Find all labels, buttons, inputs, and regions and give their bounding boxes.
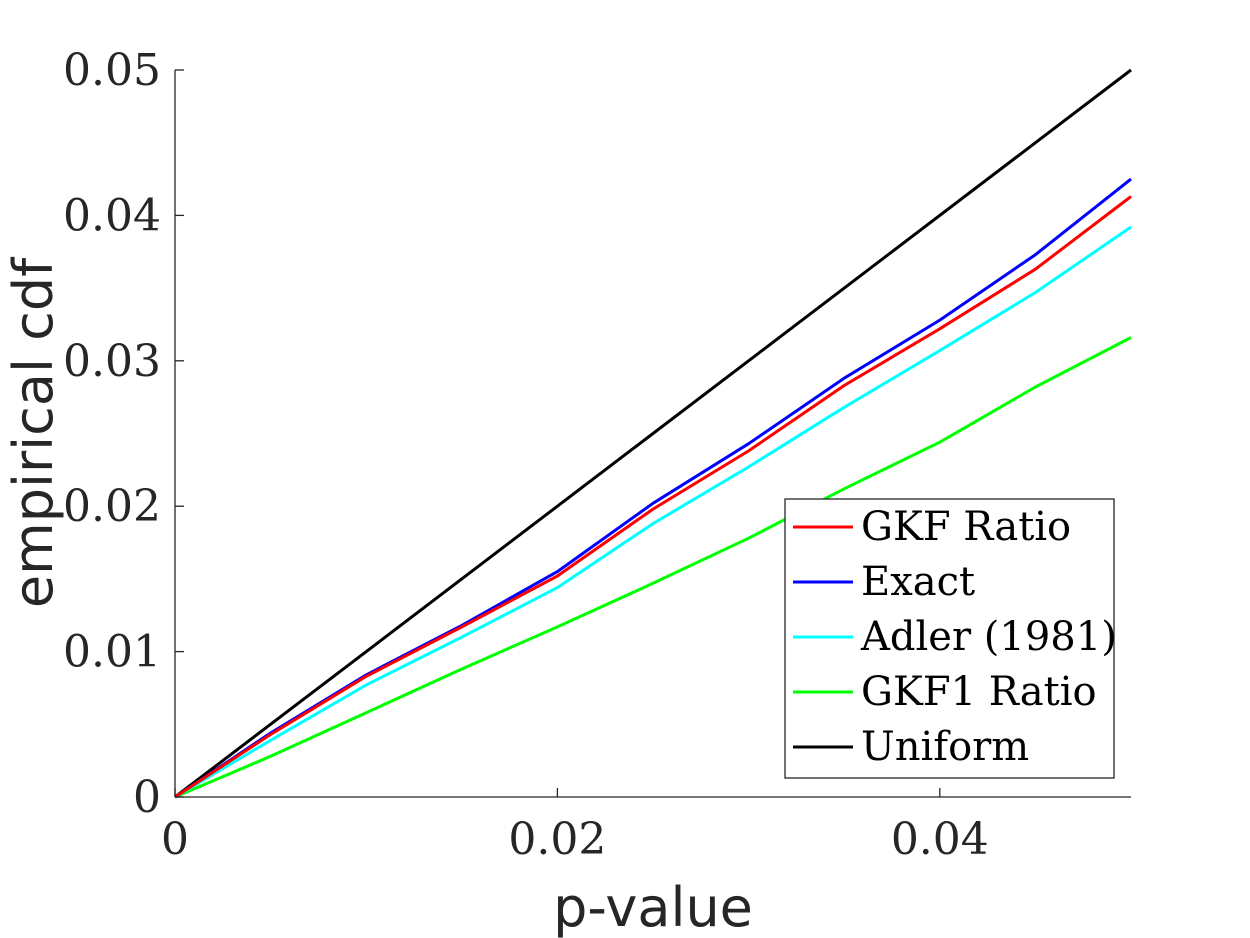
legend: GKF Ratio Exact Adler (1981) GKF1 Ratio Unif…: [784, 498, 1117, 779]
x-tick-label: 0.04: [891, 814, 989, 865]
legend-label-3: GKF1 Ratio: [861, 669, 1097, 715]
x-axis-title: p-value: [553, 876, 753, 938]
ticks: 0 0.02 0.04 0 0.01 0.02 0.03 0.04 0.05: [63, 45, 989, 865]
legend-label-4: Uniform: [861, 724, 1029, 770]
y-tick-label: 0.05: [63, 45, 161, 96]
axes: [174, 70, 1131, 798]
y-tick-label: 0.01: [63, 627, 161, 678]
series-line-0: [174, 195, 1132, 799]
series-layer: [174, 68, 1132, 799]
y-tick-label: 0: [133, 772, 161, 823]
legend-label-0: GKF Ratio: [861, 504, 1071, 550]
series-line-4: [174, 68, 1132, 799]
series-line-3: [174, 336, 1132, 799]
series-line-2: [174, 225, 1132, 799]
y-tick-label: 0.03: [63, 336, 161, 387]
y-tick-label: 0.04: [63, 190, 161, 241]
x-tick-label: 0.02: [508, 814, 606, 865]
legend-label-1: Exact: [861, 559, 975, 605]
y-tick-label: 0.02: [63, 481, 161, 532]
legend-label-2: Adler (1981): [860, 614, 1117, 660]
y-axis-title: empirical cdf: [2, 256, 65, 608]
x-tick-label: 0: [161, 814, 189, 865]
